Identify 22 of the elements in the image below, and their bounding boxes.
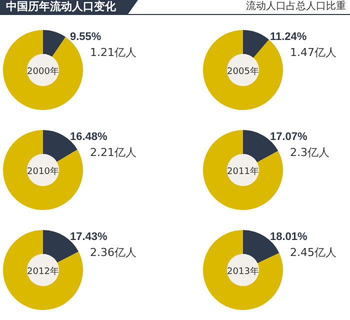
text: 2.36亿人 [90, 246, 136, 259]
chart-subtitle: 流动人口占总人口比重 [246, 1, 346, 13]
text: 2013年 [227, 266, 259, 277]
chart-title: 中国历年流动人口变化 [0, 0, 138, 14]
text: 2000年 [27, 66, 59, 77]
text: 2.45亿人 [290, 246, 336, 259]
data-label: 17.07% [270, 131, 308, 143]
text: 2012年 [27, 266, 59, 277]
data-label: 9.55% [70, 31, 102, 43]
text: 2010年 [27, 166, 59, 177]
data-label: 18.01% [270, 231, 308, 243]
text: 2.21亿人 [90, 146, 136, 159]
text: 1.47亿人 [290, 46, 336, 59]
text: 2005年 [227, 66, 259, 77]
donut-slice [243, 30, 269, 58]
text: 1.21亿人 [90, 46, 136, 59]
data-label: 17.43% [70, 231, 108, 243]
data-label: 11.24% [270, 31, 307, 43]
donut-slice [43, 30, 66, 57]
text: 2.3亿人 [290, 146, 330, 159]
data-label: 16.48% [70, 131, 108, 143]
text: 2011年 [227, 166, 259, 177]
